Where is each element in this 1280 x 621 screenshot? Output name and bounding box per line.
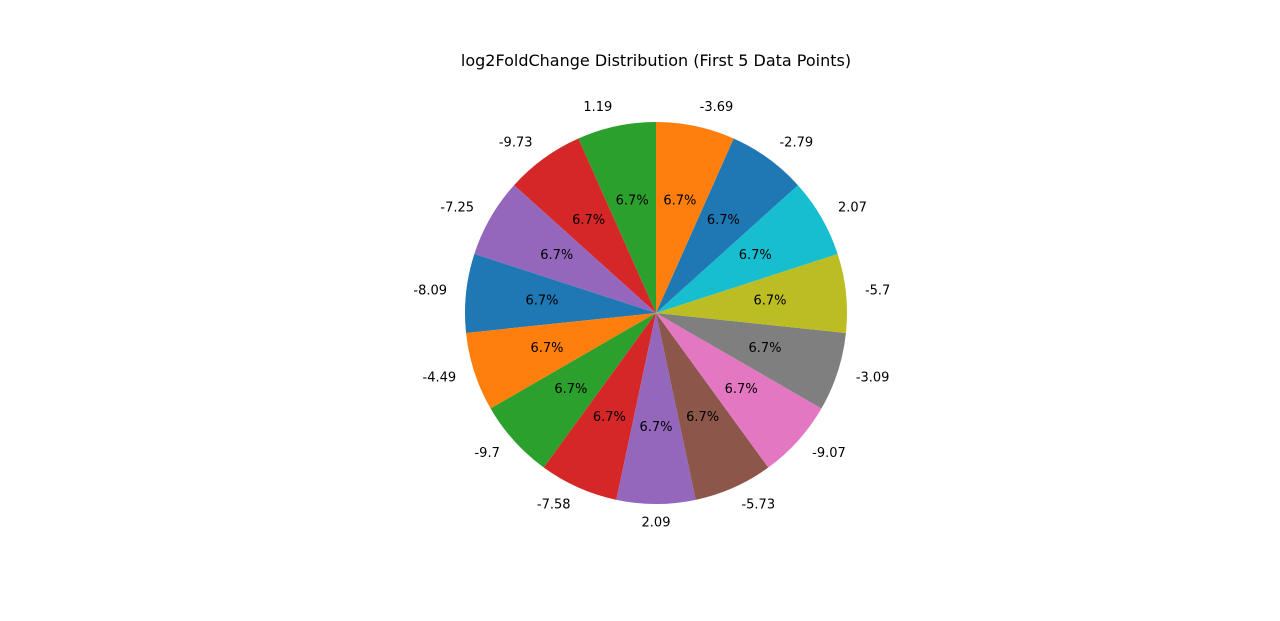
slice-value-label: -7.25 xyxy=(440,200,474,215)
slice-percent-label: 6.7% xyxy=(707,213,740,228)
slice-value-label: 2.09 xyxy=(642,516,671,531)
slice-percent-label: 6.7% xyxy=(540,248,573,263)
slice-value-label: -2.79 xyxy=(779,136,813,151)
pie-slice xyxy=(656,122,734,313)
pie-slice xyxy=(656,313,769,500)
slice-value-label: -4.49 xyxy=(423,370,457,385)
pie-slice xyxy=(543,313,656,500)
slice-percent-label: 6.7% xyxy=(616,193,649,208)
slice-value-label: 1.19 xyxy=(583,100,612,115)
slice-percent-label: 6.7% xyxy=(748,341,781,356)
chart-title: log2FoldChange Distribution (First 5 Dat… xyxy=(461,51,851,70)
slice-value-label: -3.09 xyxy=(856,370,890,385)
slice-value-label: 2.07 xyxy=(838,200,867,215)
slice-percent-label: 6.7% xyxy=(593,410,626,425)
pie-slice xyxy=(656,185,838,313)
pie-labels: 1.19 6.7% -9.73 6.7% -7.25 6.7% -8.09 6.7% -4.49… xyxy=(413,100,890,531)
slice-value-label: -9.73 xyxy=(499,136,533,151)
slice-percent-label: 6.7% xyxy=(572,213,605,228)
slice-percent-label: 6.7% xyxy=(753,294,786,309)
pie-slice xyxy=(616,313,696,505)
slice-percent-label: 6.7% xyxy=(725,382,758,397)
slice-value-label: -5.73 xyxy=(741,497,775,512)
slice-percent-label: 6.7% xyxy=(526,294,559,309)
pie-slice xyxy=(466,313,656,409)
slice-value-label: -5.7 xyxy=(865,284,890,299)
pie-slices xyxy=(465,122,847,505)
slice-value-label: -8.09 xyxy=(413,284,447,299)
slice-value-label: -9.7 xyxy=(474,446,499,461)
pie-slice xyxy=(656,313,822,468)
slice-percent-label: 6.7% xyxy=(530,341,563,356)
pie-slice xyxy=(514,138,656,313)
pie-slice xyxy=(465,253,656,333)
pie-slice xyxy=(656,138,798,313)
pie-slice xyxy=(656,313,846,409)
slice-value-label: -9.07 xyxy=(812,446,846,461)
pie-slice xyxy=(656,253,847,333)
slice-value-label: -7.58 xyxy=(537,497,571,512)
pie-slice xyxy=(474,185,656,313)
pie-slice xyxy=(490,313,656,468)
slice-percent-label: 6.7% xyxy=(663,193,696,208)
pie-slice xyxy=(578,122,656,313)
slice-value-label: -3.69 xyxy=(700,100,734,115)
slice-percent-label: 6.7% xyxy=(639,420,672,435)
slice-percent-label: 6.7% xyxy=(739,248,772,263)
slice-percent-label: 6.7% xyxy=(686,410,719,425)
slice-percent-label: 6.7% xyxy=(554,382,587,397)
